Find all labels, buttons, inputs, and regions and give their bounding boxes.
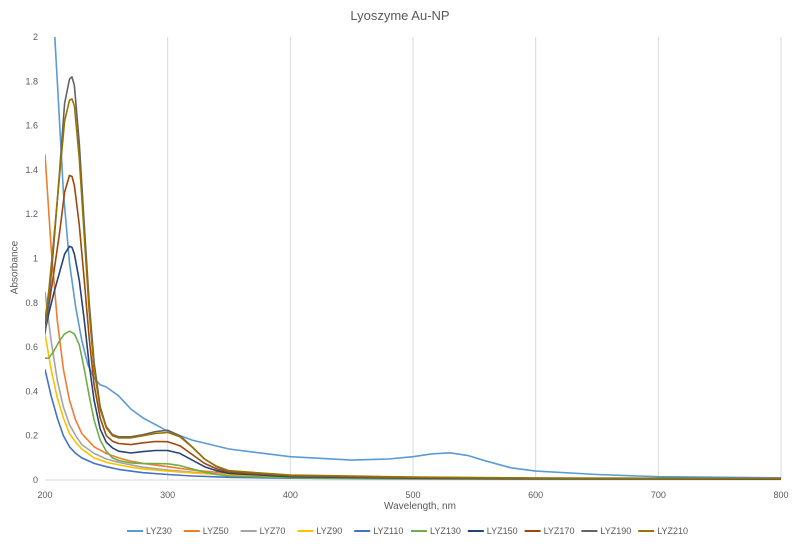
y-tick-label: 0.6 [25,342,38,352]
legend: LYZ30 LYZ50 LYZ70 LYZ90 LYZ110 LYZ130 LYZ150 LY… [127,526,688,536]
y-tick-label: 1.6 [25,121,38,131]
chart-title: Lyoszyme Au-NP [350,8,450,23]
x-tick-label: 600 [528,490,543,500]
series-layer [45,37,781,480]
y-tick-label: 2 [33,32,38,42]
y-tick-label: 1.4 [25,165,38,175]
legend-label: LYZ30 [146,526,172,536]
grid-layer [167,37,782,480]
x-tick-label: 200 [37,490,52,500]
series-line-lyz210 [45,98,781,480]
axis-layer: 200 300 400 500 600 700 800 0 0.2 0.4 0.6 0.8 1 1.2 1.… [25,32,788,500]
series-line-lyz150 [45,245,781,480]
legend-label: LYZ110 [373,526,403,536]
y-tick-label: 1.2 [25,209,38,219]
legend-label: LYZ190 [600,526,631,536]
legend-label: LYZ210 [657,526,688,536]
series-line-lyz170 [45,174,781,480]
x-tick-label: 500 [405,490,420,500]
y-tick-label: 1 [33,254,38,264]
x-tick-label: 400 [283,490,298,500]
x-tick-label: 700 [651,490,666,500]
y-tick-label: 0.4 [25,386,38,396]
y-tick-label: 0.2 [25,431,38,441]
legend-label: LYZ50 [203,526,229,536]
x-tick-label: 800 [773,490,788,500]
legend-label: LYZ130 [430,526,461,536]
legend-label: LYZ150 [487,526,518,536]
y-tick-label: 1.8 [25,76,38,86]
y-tick-label: 0.8 [25,298,38,308]
x-tick-label: 300 [160,490,175,500]
series-line-lyz130 [45,330,781,480]
legend-label: LYZ170 [544,526,575,536]
y-tick-label: 0 [33,475,38,485]
x-axis-label: Wavelength, nm [384,501,456,512]
legend-label: LYZ90 [316,526,342,536]
legend-label: LYZ70 [260,526,286,536]
series-line-lyz30 [54,37,781,479]
